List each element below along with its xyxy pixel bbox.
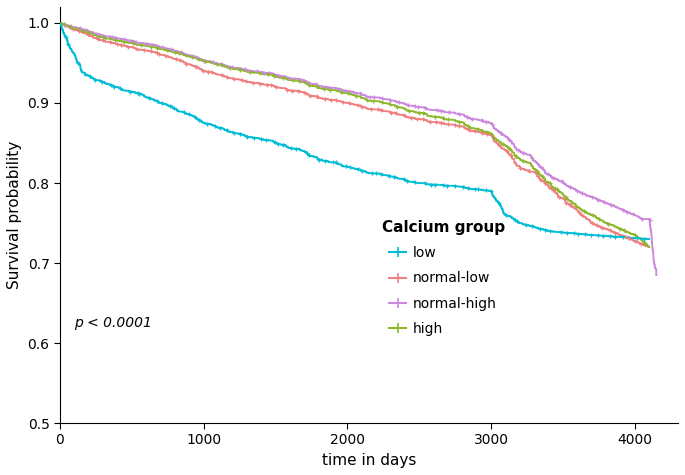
X-axis label: time in days: time in days — [322, 453, 416, 468]
Y-axis label: Survival probability: Survival probability — [7, 141, 22, 289]
Legend: low, normal-low, normal-high, high: low, normal-low, normal-high, high — [376, 215, 510, 341]
Text: p < 0.0001: p < 0.0001 — [74, 316, 152, 330]
